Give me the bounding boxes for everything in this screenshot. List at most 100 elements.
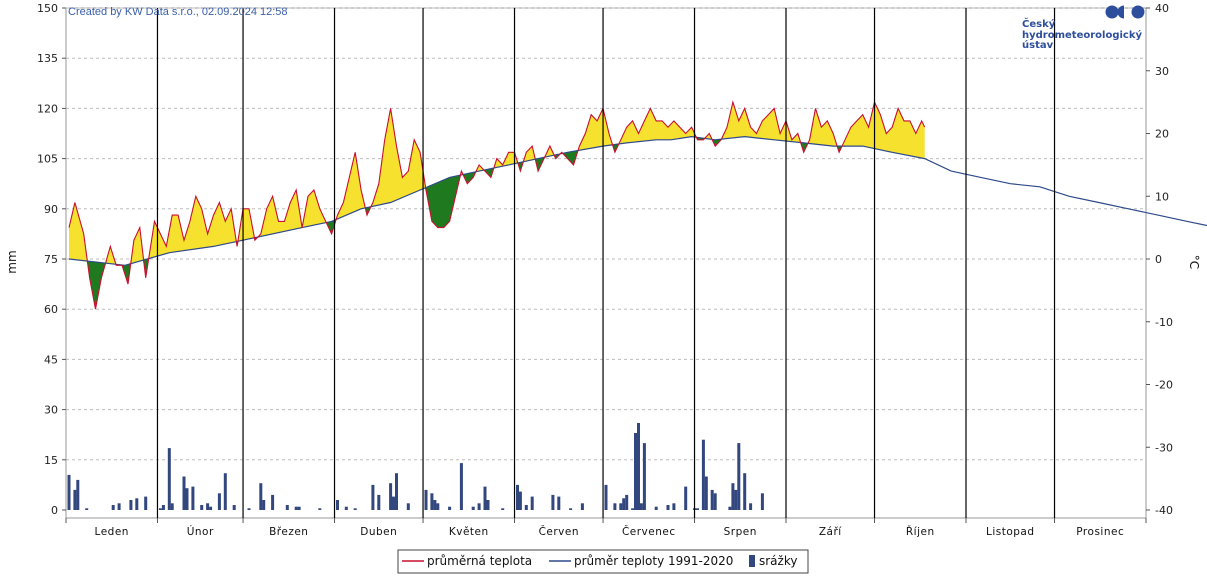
month-label: Prosinec xyxy=(1076,526,1124,538)
precip-bar xyxy=(424,489,428,510)
precip-bar xyxy=(111,505,115,510)
y-right-tick-label: -30 xyxy=(1155,441,1173,454)
precip-bar xyxy=(392,496,395,510)
legend-box xyxy=(397,549,809,574)
precip-bar xyxy=(135,498,139,510)
y-right-tick-label: -40 xyxy=(1155,504,1173,517)
precip-bar xyxy=(353,508,357,510)
month-label: Květen xyxy=(449,526,489,538)
precip-bar xyxy=(501,508,505,510)
axes: 0 15 30 45 60 75 90 105 120 135 150 -40 -30 -20 -10 0 10… xyxy=(37,2,1173,538)
temperature-anomaly-areas xyxy=(69,102,925,310)
y-right-title: °C xyxy=(1187,255,1201,269)
y-left-tick-label: 45 xyxy=(44,353,58,366)
precip-bar xyxy=(259,483,263,510)
precip-bar xyxy=(483,486,487,510)
precip-bar xyxy=(344,506,348,510)
month-separators xyxy=(156,8,1056,518)
precip-bar xyxy=(262,500,266,510)
precip-bar xyxy=(486,500,490,510)
precip-bar xyxy=(516,484,519,510)
precip-bar xyxy=(73,489,77,510)
precip-bar xyxy=(371,484,375,510)
precip-bar xyxy=(471,506,475,510)
precip-bar xyxy=(448,506,452,510)
month-label: Březen xyxy=(269,526,308,538)
precip-bar xyxy=(625,494,629,510)
precipitation-bars xyxy=(67,423,764,510)
precip-bar xyxy=(518,491,522,510)
precip-bar xyxy=(696,508,699,510)
legend-label-precip: srážky xyxy=(759,554,797,568)
precip-bar xyxy=(728,506,732,510)
precip-bar xyxy=(200,505,204,510)
precip-bar xyxy=(406,503,410,510)
precip-bar xyxy=(713,493,717,510)
precip-bar xyxy=(639,503,643,510)
y-left-tick-label: 0 xyxy=(51,504,58,517)
precip-bar xyxy=(710,489,714,510)
y-left-tick-label: 90 xyxy=(44,203,58,216)
precip-bar xyxy=(294,506,298,510)
chmi-logo: Český hydrometeorologický ústav xyxy=(1022,5,1145,51)
precip-bar xyxy=(737,443,741,510)
y-left-tick-label: 60 xyxy=(44,303,58,316)
precip-bar xyxy=(389,483,393,510)
precip-bar xyxy=(459,463,463,510)
precip-bar xyxy=(731,483,735,510)
y-right-tick-label: 30 xyxy=(1155,65,1169,78)
y-right-tick-label: 10 xyxy=(1155,190,1169,203)
month-label: Leden xyxy=(95,526,129,538)
legend-label-normal: průměr teploty 1991-2020 xyxy=(574,554,733,568)
grid xyxy=(65,7,1147,519)
y-left-tick-label: 150 xyxy=(37,2,58,15)
month-label: Únor xyxy=(187,525,214,538)
precip-bar xyxy=(395,473,398,510)
month-label: Duben xyxy=(360,526,397,538)
month-label: Srpen xyxy=(724,526,757,538)
legend-swatch-precip xyxy=(749,555,755,567)
y-right-tick-label: 20 xyxy=(1155,128,1169,141)
precip-bar xyxy=(206,503,210,510)
precip-bar xyxy=(117,503,121,510)
precip-bar xyxy=(76,479,80,510)
precip-bar xyxy=(217,493,221,510)
precip-bar xyxy=(185,488,189,510)
precip-bar xyxy=(704,476,708,510)
precip-bar xyxy=(743,473,747,510)
precip-bar xyxy=(167,448,171,510)
precip-bar xyxy=(161,505,165,510)
precip-bar xyxy=(684,486,688,510)
precip-bar xyxy=(85,508,89,510)
month-label: Červen xyxy=(539,525,579,538)
plot-frame xyxy=(65,7,1147,519)
precip-bar xyxy=(734,489,738,510)
precip-bar xyxy=(170,503,174,510)
y-left-tick-label: 75 xyxy=(44,253,58,266)
y-left-tick-label: 30 xyxy=(44,404,58,417)
logo-dot-icon xyxy=(1131,5,1145,19)
month-label: Červenec xyxy=(622,525,676,538)
legend-label-temperature: průměrná teplota xyxy=(427,554,532,568)
precip-bar xyxy=(637,423,640,510)
month-label: Listopad xyxy=(986,526,1035,538)
logo-dot-icon xyxy=(1105,5,1119,19)
month-label: Říjen xyxy=(906,525,935,538)
precip-bar xyxy=(247,508,251,510)
precip-bar xyxy=(430,493,434,510)
precip-bar xyxy=(285,505,289,510)
logo-half-dot-icon xyxy=(1117,5,1124,19)
precip-bar xyxy=(642,443,646,510)
precip-bar xyxy=(232,505,236,510)
precip-bar xyxy=(666,505,670,510)
month-label: Září xyxy=(819,526,842,538)
precip-bar xyxy=(182,476,186,510)
precip-bar xyxy=(223,473,227,510)
precip-bar xyxy=(271,494,275,510)
legend: průměrná teplota průměr teploty 1991-202… xyxy=(397,549,809,574)
precip-bar xyxy=(336,500,339,510)
y-right-tick-label: 40 xyxy=(1155,2,1169,15)
precip-bar xyxy=(654,506,658,510)
y-left-tick-label: 105 xyxy=(37,153,58,166)
